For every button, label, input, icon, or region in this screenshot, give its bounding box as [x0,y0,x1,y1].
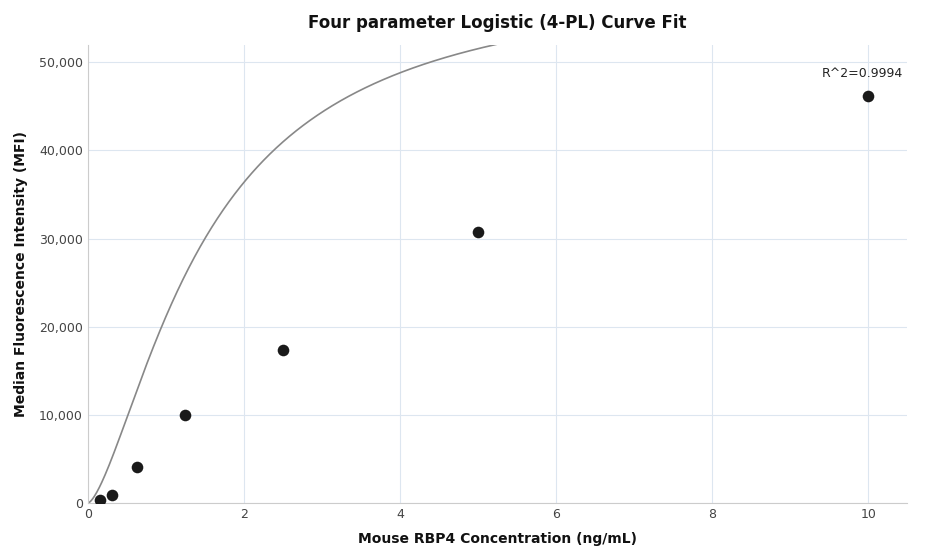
Point [105,491,120,500]
Point [129,462,144,471]
Point [471,228,486,237]
Y-axis label: Median Fluorescence Intensity (MFI): Median Fluorescence Intensity (MFI) [14,131,28,417]
Title: Four parameter Logistic (4-PL) Curve Fit: Four parameter Logistic (4-PL) Curve Fit [309,14,687,32]
Text: R^2=0.9994: R^2=0.9994 [821,67,903,80]
Point [275,345,290,354]
Point [93,495,108,504]
X-axis label: Mouse RBP4 Concentration (ng/mL): Mouse RBP4 Concentration (ng/mL) [358,532,637,546]
Point [860,91,875,100]
Point [178,410,193,419]
